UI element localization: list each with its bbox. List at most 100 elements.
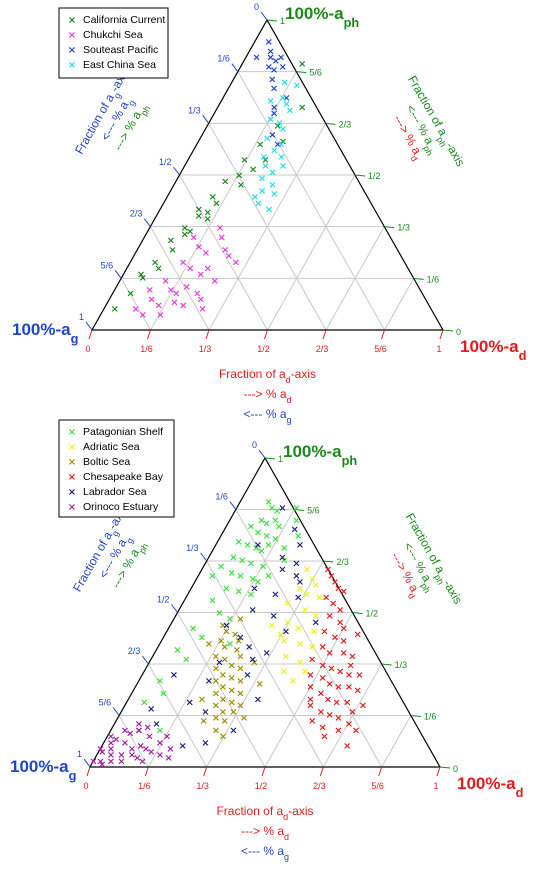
data-point: × xyxy=(189,233,197,244)
aph-tick-label: 2/3 xyxy=(336,557,349,567)
data-point: × xyxy=(221,654,229,665)
data-point: × xyxy=(195,211,203,222)
data-point: × xyxy=(277,630,285,641)
data-point: × xyxy=(145,732,153,743)
data-point: × xyxy=(279,161,287,172)
data-point: × xyxy=(228,698,236,709)
data-point: × xyxy=(235,586,243,597)
ag-tick-label: 1 xyxy=(77,749,82,759)
grid-line xyxy=(147,509,295,768)
aph-tick-label: 1/3 xyxy=(397,223,410,233)
data-point: × xyxy=(112,735,120,746)
ag-tick-label: 0 xyxy=(252,440,257,450)
ag-axis-title-group: Fraction of ag-axis<--- % ag---> % aph xyxy=(70,503,150,594)
data-point: × xyxy=(263,648,271,659)
data-point: × xyxy=(274,140,282,151)
data-point: × xyxy=(137,741,145,752)
data-point: × xyxy=(257,546,265,557)
data-point: × xyxy=(245,642,253,653)
grid-line xyxy=(208,123,327,331)
ag-tick xyxy=(171,604,178,613)
data-point: × xyxy=(331,633,339,644)
data-point: × xyxy=(279,93,287,104)
data-point: × xyxy=(219,695,227,706)
ad-tick-label: 1/6 xyxy=(138,781,151,791)
data-point: × xyxy=(243,670,251,681)
ag-tick xyxy=(112,707,120,716)
data-point: × xyxy=(282,99,290,110)
ag-tick xyxy=(173,166,180,176)
ad-tick-label: 1/2 xyxy=(257,344,270,354)
data-point: × xyxy=(183,282,191,293)
series-patagonian-shelf: ××××× ×××× × ×× × × × ×× × × ×××× × × ×× × ××××××××××××… xyxy=(137,497,303,752)
data-point: × xyxy=(340,636,348,647)
data-point: × xyxy=(151,257,159,268)
aph-axis-title-group: Fraction of aph-axis<--- % aph---> % ad xyxy=(391,73,468,169)
data-point: × xyxy=(265,37,273,48)
data-point: × xyxy=(265,205,273,216)
ad-axis-title: Fraction of ad-axis xyxy=(219,367,316,385)
ag-tick xyxy=(200,552,208,562)
data-point: × xyxy=(306,682,314,693)
data-point: × xyxy=(128,744,136,755)
data-point: × xyxy=(228,685,236,696)
data-point: × xyxy=(226,639,234,650)
data-point: × xyxy=(222,620,230,631)
aph-tick-label: 1/2 xyxy=(366,609,379,619)
data-point: × xyxy=(249,164,257,175)
data-point: × xyxy=(182,654,190,665)
data-point: × xyxy=(294,593,302,604)
data-point: × xyxy=(181,223,189,234)
data-point: × xyxy=(306,701,314,712)
data-point: × xyxy=(212,664,220,675)
ag-tick-label: 1 xyxy=(79,312,84,322)
data-point: × xyxy=(132,304,140,315)
data-point: × xyxy=(264,540,272,551)
data-point: × xyxy=(340,623,348,634)
ag-tick-label: 2/3 xyxy=(128,646,141,656)
data-point: × xyxy=(347,661,355,672)
ad-tick xyxy=(322,329,327,340)
data-point: × xyxy=(286,105,294,116)
series-california-current: ×××× ×××× ×××× ×× ×××××××××××××× xyxy=(111,59,307,315)
data-point: × xyxy=(228,568,236,579)
ad-tick xyxy=(203,766,208,777)
series-east-china-sea: ××××× ××××××××××× ×××××××× xyxy=(251,78,301,216)
data-point: × xyxy=(152,719,160,730)
data-point: × xyxy=(203,214,211,225)
data-point: × xyxy=(280,667,288,678)
data-point: × xyxy=(326,648,334,659)
data-point: × xyxy=(343,698,351,709)
legend-marker: × xyxy=(68,487,76,498)
legend-label: Adriatic Sea xyxy=(83,441,140,453)
data-point: × xyxy=(303,589,311,600)
data-point: × xyxy=(249,574,257,585)
data-point: × xyxy=(229,707,237,718)
data-point: × xyxy=(218,233,226,244)
data-point: × xyxy=(254,695,262,706)
legend-label: Patagonian Shelf xyxy=(83,426,163,438)
data-point: × xyxy=(217,636,225,647)
data-point: × xyxy=(211,276,219,287)
data-point: × xyxy=(228,661,236,672)
data-point: × xyxy=(292,571,300,582)
data-point: × xyxy=(117,756,125,767)
ad-tick xyxy=(378,766,383,777)
ag-tick-label: 1/6 xyxy=(217,54,230,64)
data-point: × xyxy=(320,732,328,743)
aph-tick-label: 0 xyxy=(456,327,461,337)
ad-tick xyxy=(264,329,268,340)
data-point: × xyxy=(235,537,243,548)
data-point: × xyxy=(296,577,304,588)
ag-tick xyxy=(258,449,266,459)
data-point: × xyxy=(247,559,255,570)
data-point: × xyxy=(229,725,237,736)
data-point: × xyxy=(221,245,229,256)
grid-line xyxy=(322,663,383,768)
aph-tick xyxy=(384,226,395,229)
data-point: × xyxy=(277,53,285,64)
data-point: × xyxy=(198,304,206,315)
legend-marker: × xyxy=(68,60,76,71)
legend-label: Orinoco Estuary xyxy=(83,501,159,513)
aph-axis-title-group: Fraction of aph-axis<--- % aph---> % ad xyxy=(388,511,465,607)
